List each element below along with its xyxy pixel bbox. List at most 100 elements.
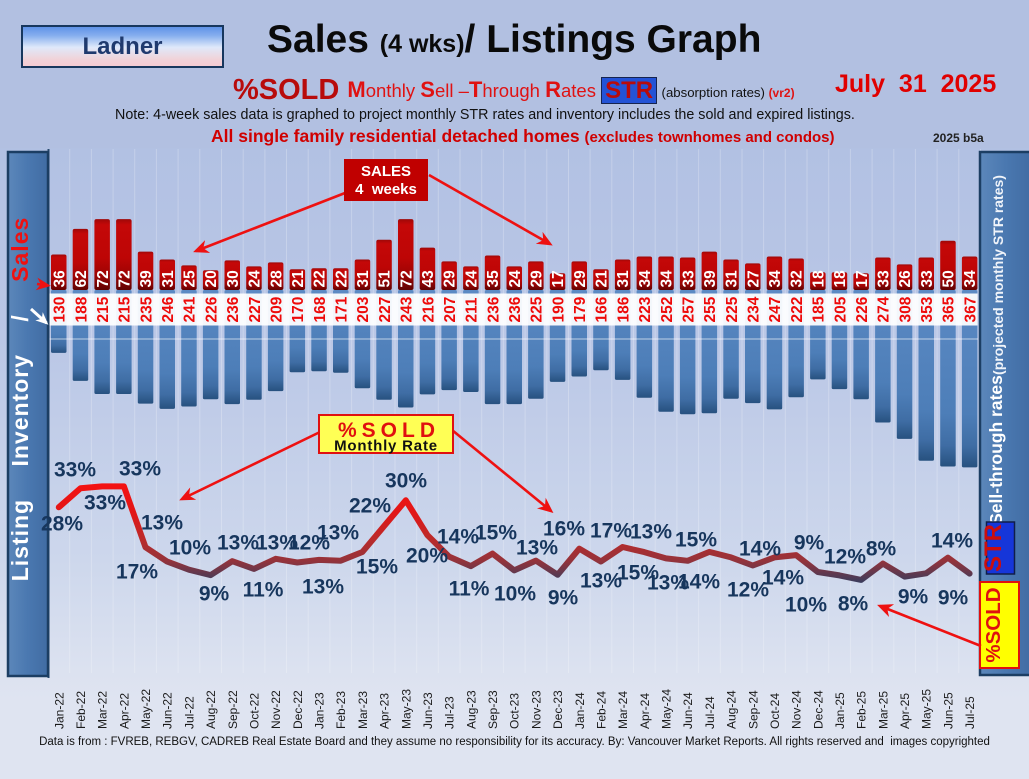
svg-text:186: 186: [615, 296, 632, 322]
svg-text:Jan-23: Jan-23: [313, 692, 327, 729]
svg-text:25: 25: [182, 270, 199, 288]
svg-text:11%: 11%: [449, 578, 490, 601]
svg-text:10%: 10%: [169, 537, 211, 560]
svg-text:72: 72: [398, 270, 415, 287]
svg-text:13%: 13%: [317, 522, 359, 545]
svg-text:9%: 9%: [938, 587, 969, 610]
svg-text:33%: 33%: [84, 492, 126, 515]
svg-text:Jul-24: Jul-24: [703, 696, 717, 729]
svg-text:29: 29: [529, 270, 546, 288]
svg-text:365: 365: [941, 296, 958, 322]
svg-text:Jul-25: Jul-25: [963, 696, 977, 729]
svg-text:274: 274: [876, 296, 893, 322]
svg-text:35: 35: [485, 270, 502, 288]
svg-text:13%: 13%: [141, 512, 183, 535]
svg-text:236: 236: [225, 296, 242, 322]
svg-text:Oct-24: Oct-24: [768, 693, 782, 729]
svg-text:34: 34: [659, 270, 676, 288]
svg-text:27: 27: [745, 270, 762, 287]
svg-text:367: 367: [962, 297, 979, 323]
svg-text:Jun-25: Jun-25: [941, 692, 955, 729]
svg-text:36: 36: [51, 270, 68, 288]
svg-text:17%: 17%: [116, 561, 158, 584]
svg-text:226: 226: [203, 296, 220, 322]
svg-text:31: 31: [355, 270, 372, 288]
svg-text:May-23: May-23: [399, 689, 413, 729]
svg-text:29: 29: [442, 270, 459, 288]
svg-text:Jun-23: Jun-23: [421, 692, 435, 729]
svg-text:39: 39: [138, 270, 155, 288]
svg-text:17%: 17%: [590, 520, 632, 543]
svg-text:%SOLD: %SOLD: [338, 419, 440, 442]
svg-text:234: 234: [746, 296, 763, 322]
svg-text:Aug-23: Aug-23: [464, 690, 478, 729]
svg-text:246: 246: [160, 296, 177, 322]
svg-text:14%: 14%: [762, 567, 804, 590]
svg-text:4 weeks: 4 weeks: [355, 181, 417, 198]
svg-text:51: 51: [377, 270, 394, 288]
svg-text:62: 62: [73, 270, 90, 287]
svg-text:24: 24: [507, 270, 524, 288]
svg-text:21: 21: [290, 270, 307, 288]
svg-text:22: 22: [333, 270, 350, 287]
svg-text:130: 130: [52, 297, 69, 323]
svg-text:May-25: May-25: [920, 689, 934, 729]
svg-text:30%: 30%: [385, 470, 427, 493]
svg-text:15%: 15%: [617, 562, 659, 585]
svg-text:170: 170: [290, 297, 307, 323]
svg-text:Mar-22: Mar-22: [96, 691, 110, 729]
svg-text:26: 26: [897, 270, 914, 288]
svg-text:(projected monthly STR rates): (projected monthly STR rates): [990, 175, 1006, 375]
svg-text:Apr-22: Apr-22: [117, 693, 131, 729]
svg-text:33%: 33%: [54, 459, 96, 482]
svg-text:15%: 15%: [356, 556, 398, 579]
svg-text:Monthly Rate: Monthly Rate: [334, 438, 438, 455]
svg-text:Feb-24: Feb-24: [594, 691, 608, 729]
svg-text:72: 72: [117, 270, 134, 287]
svg-text:Jul-22: Jul-22: [182, 696, 196, 729]
svg-text:9%: 9%: [199, 583, 230, 606]
svg-text:12%: 12%: [824, 546, 866, 569]
svg-text:13%: 13%: [580, 570, 622, 593]
svg-text:14%: 14%: [437, 526, 479, 549]
svg-text:Mar-24: Mar-24: [616, 691, 630, 729]
svg-text:13%: 13%: [302, 576, 344, 599]
svg-text:Nov-22: Nov-22: [269, 690, 283, 729]
svg-text:33: 33: [680, 270, 697, 288]
svg-text:252: 252: [659, 297, 676, 323]
svg-text:Jun-22: Jun-22: [161, 692, 175, 729]
svg-text:Sep-23: Sep-23: [486, 690, 500, 729]
svg-text:Jan-25: Jan-25: [833, 692, 847, 729]
svg-text:13%: 13%: [516, 537, 558, 560]
svg-text:Mar-25: Mar-25: [876, 691, 890, 729]
svg-text:33: 33: [876, 270, 893, 288]
svg-text:34: 34: [767, 270, 784, 288]
svg-text:190: 190: [550, 297, 567, 323]
svg-text:28%: 28%: [41, 513, 83, 536]
svg-text:39: 39: [702, 270, 719, 288]
svg-text:Aug-24: Aug-24: [725, 690, 739, 729]
svg-text:15%: 15%: [475, 522, 517, 545]
svg-text:Oct-23: Oct-23: [508, 693, 522, 729]
svg-text:20%: 20%: [406, 545, 448, 568]
svg-text:22%: 22%: [349, 495, 391, 518]
svg-text:20: 20: [203, 270, 220, 287]
svg-text:29: 29: [572, 270, 589, 288]
svg-text:Nov-24: Nov-24: [790, 690, 804, 729]
svg-text:241: 241: [182, 296, 199, 322]
svg-text:8%: 8%: [838, 593, 869, 616]
svg-text:18: 18: [810, 270, 827, 288]
svg-text:168: 168: [312, 296, 329, 322]
svg-text:13%: 13%: [630, 521, 672, 544]
svg-text:Apr-25: Apr-25: [898, 693, 912, 729]
svg-text:179: 179: [572, 296, 589, 322]
svg-text:Sep-22: Sep-22: [226, 690, 240, 729]
svg-text:24: 24: [463, 270, 480, 288]
svg-text:207: 207: [442, 297, 459, 323]
svg-text:222: 222: [789, 297, 806, 323]
svg-text:205: 205: [832, 296, 849, 322]
svg-text:215: 215: [95, 296, 112, 322]
svg-text:243: 243: [399, 296, 416, 322]
svg-text:Oct-22: Oct-22: [248, 693, 262, 729]
svg-text:Apr-23: Apr-23: [378, 693, 392, 729]
